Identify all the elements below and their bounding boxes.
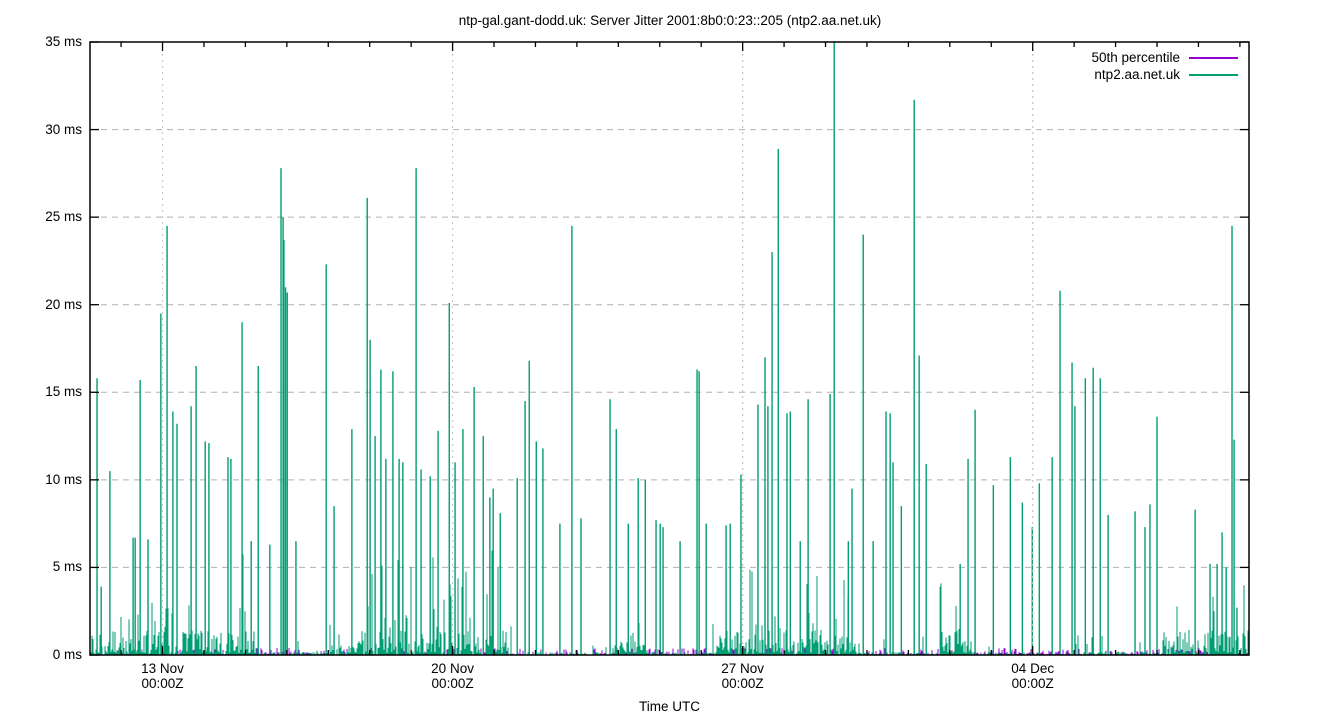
y-axis-tick-label: 15 ms: [45, 384, 82, 400]
x-axis-tick-label: 13 Nov 00:00Z: [141, 661, 184, 691]
y-axis-tick-label: 10 ms: [45, 471, 82, 487]
y-axis-tick-label: 5 ms: [52, 559, 82, 575]
legend-entry-50th-percentile: 50th percentile: [1091, 50, 1238, 66]
y-axis-tick-label: 0 ms: [52, 647, 82, 662]
y-axis-tick-label: 35 ms: [45, 34, 82, 49]
legend-label: ntp2.aa.net.uk: [1094, 67, 1180, 82]
x-axis-tick-label: 04 Dec 00:00Z: [1011, 661, 1055, 691]
chart-title: ntp-gal.gant-dodd.uk: Server Jitter 2001…: [458, 13, 882, 28]
legend-line-swatch: [1189, 57, 1238, 59]
y-axis-tick-label: 25 ms: [45, 209, 82, 225]
y-axis-tick-label: 30 ms: [45, 121, 82, 137]
legend-entry-server: ntp2.aa.net.uk: [1091, 67, 1238, 83]
legend-label: 50th percentile: [1091, 50, 1180, 65]
legend-line-swatch: [1189, 74, 1238, 76]
x-axis-title: Time UTC: [639, 699, 700, 714]
y-axis-tick-label: 20 ms: [45, 296, 82, 312]
x-axis-tick-label: 20 Nov 00:00Z: [431, 661, 474, 691]
x-axis-tick-label: 27 Nov 00:00Z: [721, 661, 765, 691]
legend: 50th percentile ntp2.aa.net.uk: [1091, 50, 1238, 83]
